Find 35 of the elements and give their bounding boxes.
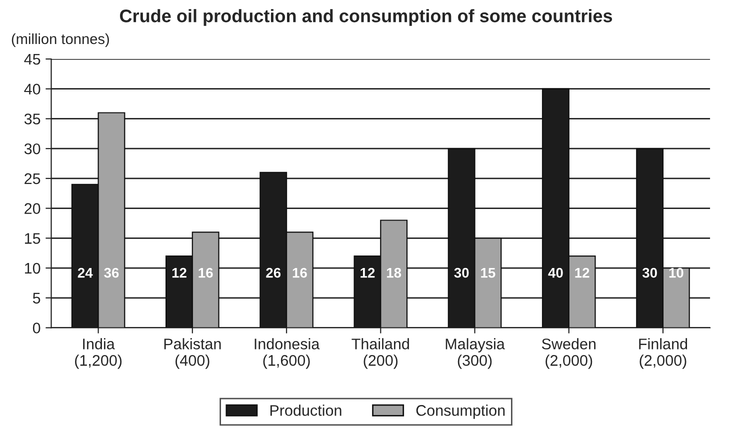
data-label: 24: [78, 268, 93, 278]
data-label: 15: [481, 268, 496, 278]
x-tick-label: Finland (2,000): [639, 338, 688, 369]
data-label: 36: [104, 268, 119, 278]
x-tick-label: Indonesia (1,600): [254, 338, 320, 369]
data-label: 12: [575, 268, 590, 278]
data-label: 26: [266, 268, 281, 278]
legend-label: Production: [270, 404, 342, 416]
y-tick-label: 5: [32, 292, 40, 304]
y-tick-label: 30: [24, 143, 40, 154]
x-tick-label: Thailand (200): [352, 338, 409, 369]
data-label: 12: [172, 268, 186, 278]
x-tick-label: Sweden (2,000): [542, 338, 596, 369]
y-tick-label: 40: [24, 84, 40, 95]
data-label: 18: [386, 268, 402, 278]
y-tick-label: 20: [24, 203, 40, 214]
y-tick-label: 35: [24, 114, 40, 124]
y-tick-label: 45: [24, 54, 40, 65]
y-axis-title: (million tonnes): [12, 33, 109, 47]
data-label: 12: [360, 268, 375, 278]
data-label: 16: [292, 268, 307, 278]
data-label: 40: [548, 268, 563, 278]
x-tick-label: India (1,200): [75, 338, 122, 369]
data-label: 16: [198, 268, 213, 278]
data-label: 30: [454, 268, 469, 278]
y-tick-label: 15: [24, 233, 40, 244]
x-tick-label: Malaysia (300): [446, 338, 505, 369]
data-label: 30: [642, 268, 657, 278]
x-tick-label: Pakistan (400): [164, 338, 221, 369]
legend-label: Consumption: [416, 404, 505, 419]
y-tick-label: 10: [24, 262, 40, 274]
y-tick-label: 25: [24, 173, 40, 184]
data-label: 10: [669, 268, 684, 278]
chart-title: Crude oil production and consumption of some countries: [120, 9, 612, 26]
y-tick-label: 0: [32, 322, 40, 334]
